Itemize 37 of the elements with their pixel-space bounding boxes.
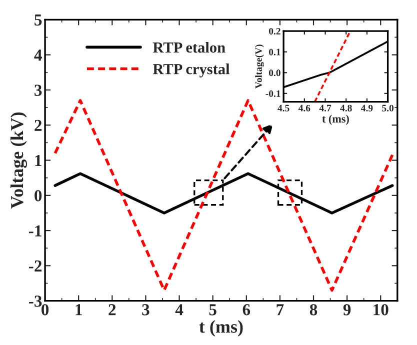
legend-label: RTP crystal <box>152 64 230 78</box>
x-tick-label: 7 <box>276 304 284 316</box>
x-tick-label: 5.0 <box>382 104 394 112</box>
x-tick-label: 4.5 <box>278 104 290 112</box>
legend-label: RTP etalon <box>152 42 226 53</box>
x-tick-label: 8 <box>310 304 318 316</box>
y-tick-label: 2 <box>34 120 42 131</box>
x-tick-label: 4 <box>175 304 184 316</box>
y-tick-label: -1 <box>28 225 42 236</box>
x-tick-label: 3 <box>142 304 150 316</box>
x-tick-label: 6 <box>242 304 250 316</box>
x-tick-label: 10 <box>374 304 388 316</box>
y-tick-label: -2 <box>28 260 42 272</box>
y-axis-title: Voltage (kV) <box>10 112 27 209</box>
y-tick-label: 0.2 <box>269 28 280 35</box>
x-tick-label: 9 <box>343 304 351 316</box>
x-axis-title: t (ms) <box>199 320 243 336</box>
line-series <box>54 99 394 292</box>
x-tick-label: 4.9 <box>361 104 373 112</box>
y-tick-label: 5 <box>34 14 42 26</box>
y-tick-label: -0.1 <box>266 90 280 97</box>
y-axis-title: Voltage(V) <box>255 44 264 89</box>
x-axis-title: t (ms) <box>322 114 349 125</box>
y-tick-label: 4 <box>34 50 42 61</box>
y-tick-label: 0 <box>34 190 42 202</box>
x-tick-label: 5 <box>209 304 216 316</box>
x-tick-label: 4.8 <box>340 104 352 112</box>
y-tick-label: -3 <box>28 296 42 307</box>
y-tick-label: 0.1 <box>269 48 280 56</box>
x-tick-label: 4.7 <box>319 104 332 112</box>
y-tick-label: 1 <box>35 155 42 166</box>
y-tick-label: 0.0 <box>269 70 280 76</box>
x-tick-label: 4.6 <box>298 104 310 112</box>
x-tick-label: 2 <box>108 304 116 316</box>
x-tick-label: 0 <box>42 304 49 316</box>
x-tick-label: 1 <box>76 304 82 316</box>
y-tick-label: 3 <box>34 84 42 96</box>
